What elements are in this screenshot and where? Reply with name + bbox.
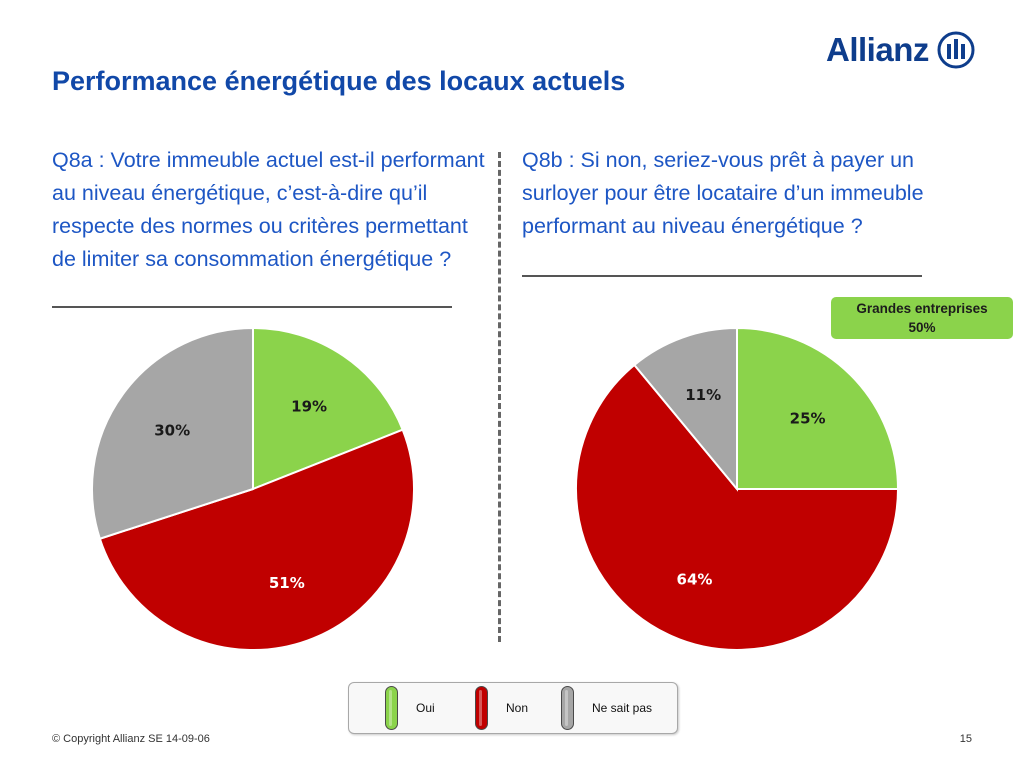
- legend-label-oui: Oui: [416, 701, 435, 715]
- pie-chart-q8b: 25% 64% 11%: [575, 326, 900, 651]
- pie-chart-q8a: 19% 51% 30%: [91, 326, 415, 652]
- legend-swatch-nsp: [561, 686, 574, 730]
- badge-value: 50%: [908, 320, 936, 335]
- legend-swatch-non: [475, 686, 488, 730]
- question-q8b: Q8b : Si non, seriez-vous prêt à payer u…: [522, 148, 924, 238]
- legend-label-nsp: Ne sait pas: [592, 701, 653, 715]
- legend-label-non: Non: [506, 701, 529, 715]
- pie-label-q8b-ne-sait-pas: 11%: [685, 386, 721, 404]
- pie-slice-q8a-non: [98, 428, 415, 652]
- question-q8a-underline: [52, 306, 452, 308]
- pie-slice-q8b-ne-sait-pas: [632, 326, 738, 492]
- pie-label-q8b-non: 64%: [677, 570, 713, 588]
- badge-label: Grandes entreprises: [856, 301, 988, 316]
- legend-item-nsp: Ne sait pas: [561, 683, 652, 733]
- pie-label-q8a-oui: 19%: [291, 397, 327, 415]
- chart-legend: Oui Non Ne sait pas: [348, 682, 678, 734]
- footer-copyright: © Copyright Allianz SE 14-09-06: [52, 733, 210, 745]
- pie-label-q8a-ne-sait-pas: 30%: [154, 421, 190, 439]
- grandes-entreprises-badge: Grandes entreprises 50%: [831, 297, 1013, 339]
- legend-item-oui: Oui: [385, 683, 435, 733]
- question-q8b-underline: [522, 275, 922, 277]
- dashed-divider: [498, 152, 501, 642]
- pie-slice-q8b-oui: [736, 326, 900, 490]
- pie-label-q8b-oui: 25%: [790, 409, 826, 427]
- allianz-eagle-icon: [937, 31, 975, 69]
- pie-slice-q8a-ne-sait-pas: [91, 326, 254, 541]
- logo-text: Allianz: [826, 31, 929, 68]
- page-title: Performance énergétique des locaux actue…: [52, 66, 626, 96]
- pie-slice-q8b-non: [575, 363, 900, 651]
- legend-item-non: Non: [475, 683, 528, 733]
- allianz-logo: Allianz: [826, 30, 975, 70]
- pie-label-q8a-non: 51%: [269, 574, 305, 592]
- page-number: 15: [959, 733, 972, 745]
- question-q8a: Q8a : Votre immeuble actuel est-il perfo…: [52, 148, 485, 271]
- pie-slice-q8a-oui: [252, 326, 404, 491]
- legend-swatch-oui: [385, 686, 398, 730]
